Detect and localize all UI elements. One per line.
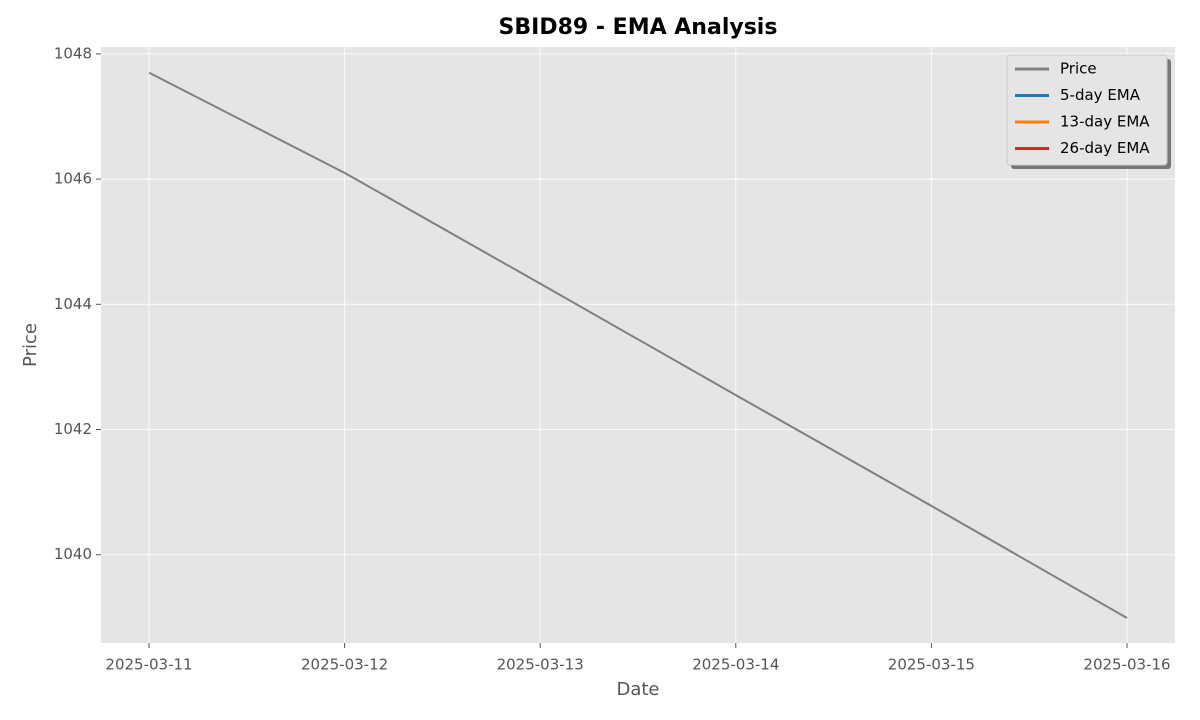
line-series (148, 71, 1128, 619)
x-tick-label: 2025-03-16 (1083, 656, 1170, 674)
legend-label: 5-day EMA (1060, 86, 1141, 104)
y-axis-label: Price (20, 323, 41, 367)
x-tick-label: 2025-03-13 (497, 656, 584, 674)
x-tick-label: 2025-03-11 (105, 656, 192, 674)
legend-label: 13-day EMA (1060, 113, 1150, 131)
x-tick-label: 2025-03-14 (692, 656, 779, 674)
legend (1006, 54, 1168, 166)
y-tick-label: 1042 (54, 420, 92, 438)
chart-title: SBID89 - EMA Analysis (499, 15, 778, 40)
y-tick-label: 1044 (54, 295, 92, 313)
legend-label: 26-day EMA (1060, 139, 1150, 157)
legend-label: Price (1060, 60, 1097, 78)
x-axis-label: Date (616, 679, 659, 700)
y-tick-label: 1040 (54, 545, 92, 563)
x-tick-label: 2025-03-15 (888, 656, 975, 674)
x-tick-label: 2025-03-12 (301, 656, 388, 674)
y-tick-label: 1048 (54, 44, 92, 62)
y-tick-label: 1046 (54, 170, 92, 188)
